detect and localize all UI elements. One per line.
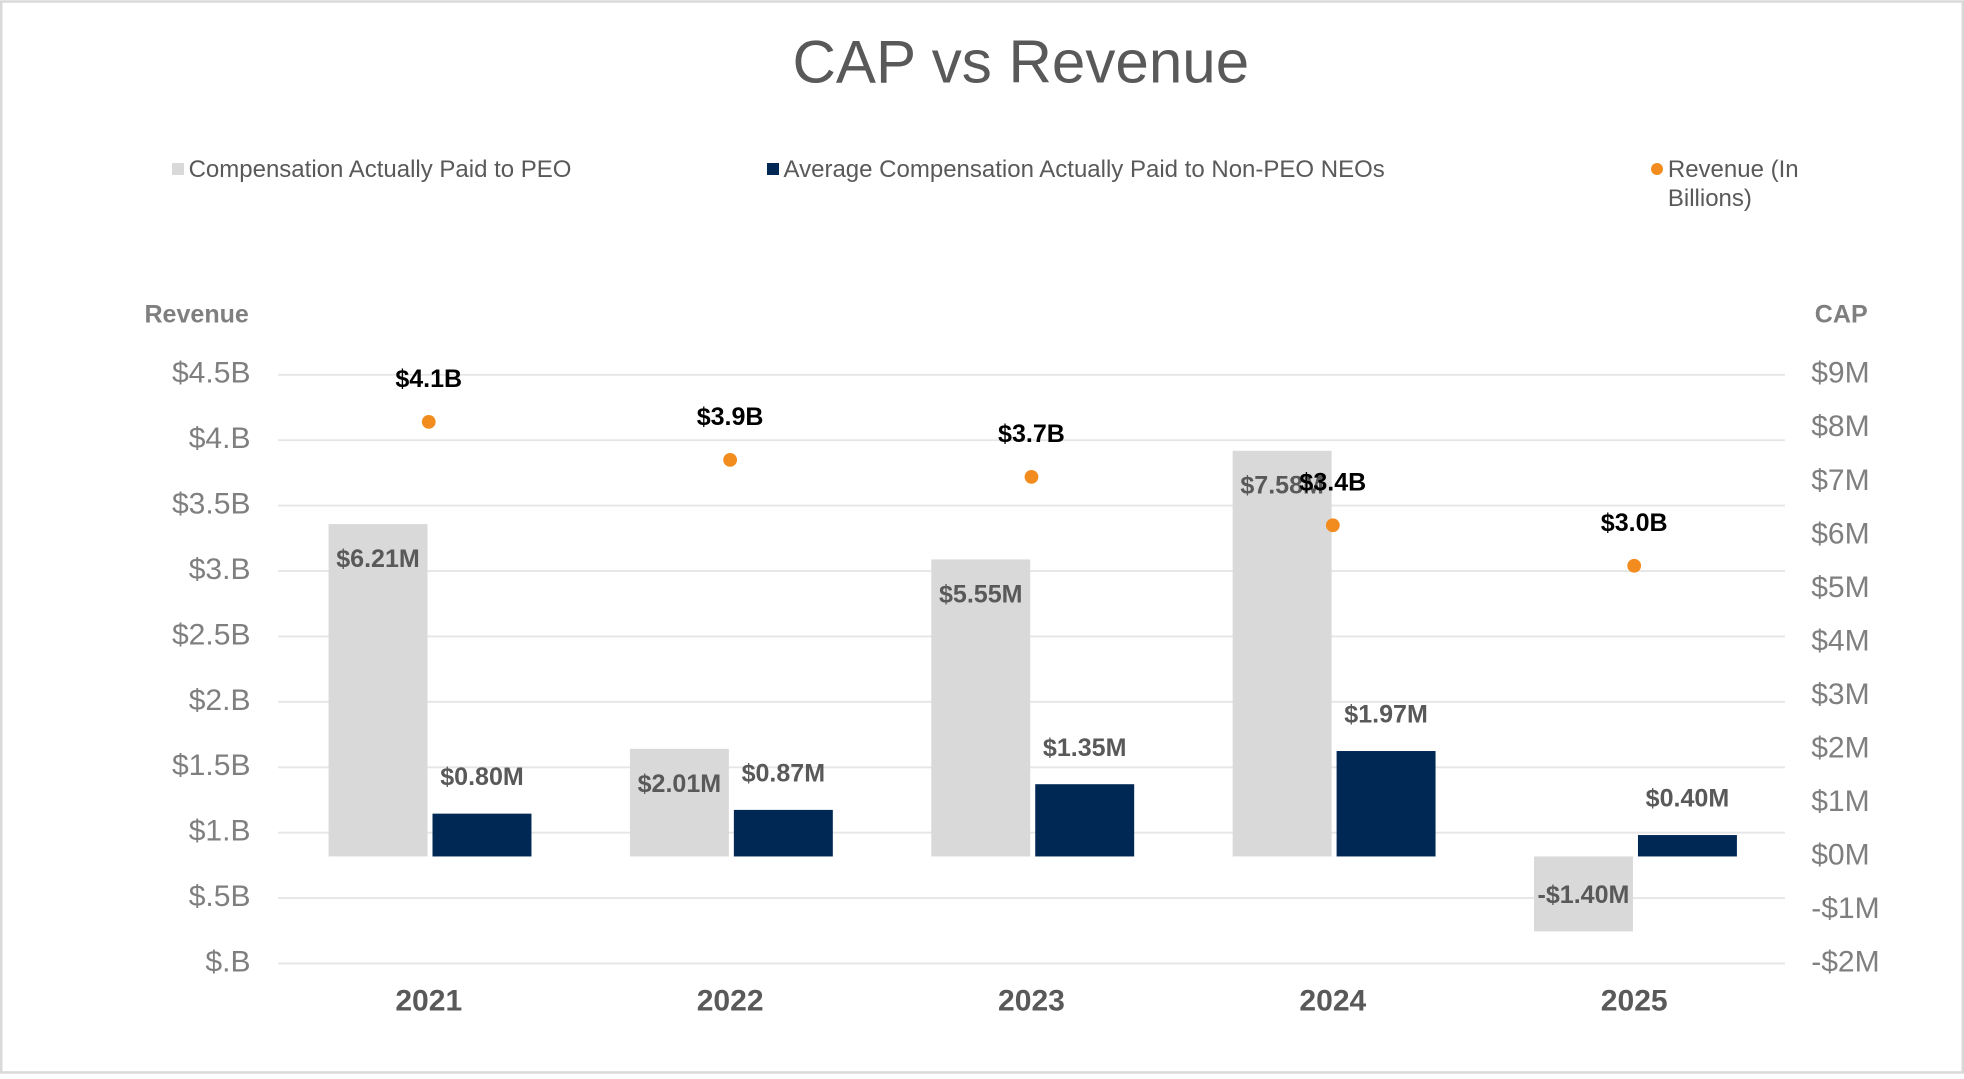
- y-tick-label: $3.5B: [172, 488, 251, 521]
- legend-item: Average Compensation Actually Paid to No…: [766, 155, 1385, 184]
- legend-label: Revenue (In Billions): [1667, 156, 1799, 213]
- data-label: $3.9B: [697, 403, 764, 431]
- data-label: $0.40M: [1646, 785, 1730, 813]
- y2-tick-label: $7M: [1811, 464, 1869, 497]
- data-label: $7.58M: [1240, 472, 1324, 500]
- data-label: -$1.40M: [1538, 881, 1630, 909]
- data-label: $1.97M: [1344, 701, 1428, 729]
- legend-swatch: [171, 163, 184, 176]
- legend-label: Compensation Actually Paid to PEO: [188, 156, 572, 184]
- y-tick-label: $4.B: [189, 422, 251, 455]
- y2-tick-label: -$2M: [1811, 945, 1879, 978]
- data-label: $6.21M: [336, 545, 420, 573]
- data-label: $0.80M: [440, 763, 524, 791]
- bar: [328, 524, 428, 857]
- bar: [432, 813, 532, 857]
- bar: [629, 748, 729, 857]
- y-tick-label: $.5B: [189, 880, 251, 913]
- y2-tick-label: $5M: [1811, 571, 1869, 604]
- bar: [1637, 835, 1737, 857]
- x-tick-label: 2023: [998, 984, 1065, 1017]
- revenue-point: [1325, 518, 1340, 533]
- bar: [931, 559, 1031, 857]
- bar: [1533, 856, 1633, 932]
- data-label: $3.4B: [1299, 469, 1366, 497]
- revenue-point: [1024, 469, 1039, 484]
- y2-tick-label: $3M: [1811, 678, 1869, 711]
- y2-tick-label: $1M: [1811, 785, 1869, 818]
- y-tick-label: $3.B: [189, 553, 251, 586]
- y2-tick-label: $4M: [1811, 624, 1869, 657]
- data-label: $3.7B: [998, 420, 1065, 448]
- data-label: $2.01M: [638, 770, 722, 798]
- legend-item: Compensation Actually Paid to PEO: [171, 155, 572, 184]
- x-tick-label: 2022: [697, 984, 764, 1017]
- y-tick-label: $2.5B: [172, 618, 251, 651]
- y2-tick-label: $6M: [1811, 517, 1869, 550]
- revenue-point: [421, 415, 436, 429]
- bar: [1035, 784, 1135, 857]
- revenue-point: [723, 452, 738, 467]
- x-tick-label: 2024: [1299, 984, 1366, 1017]
- data-label: $5.55M: [939, 580, 1023, 608]
- y-axis-title: Revenue: [144, 301, 248, 329]
- legend-swatch: [766, 163, 779, 176]
- x-tick-label: 2021: [395, 984, 462, 1017]
- x-tick-label: 2025: [1601, 984, 1668, 1017]
- y-tick-label: $.B: [205, 945, 250, 978]
- bar: [733, 809, 833, 857]
- y2-axis-title: CAP: [1815, 301, 1868, 329]
- data-label: $4.1B: [395, 365, 462, 393]
- bar: [1336, 751, 1436, 857]
- y2-tick-label: $8M: [1811, 410, 1869, 443]
- y2-tick-label: $9M: [1811, 357, 1869, 390]
- y-tick-label: $4.5B: [172, 357, 251, 390]
- data-label: $1.35M: [1043, 734, 1127, 762]
- y-tick-label: $1.B: [189, 815, 251, 848]
- y2-tick-label: -$1M: [1811, 892, 1879, 925]
- y2-tick-label: $0M: [1811, 838, 1869, 871]
- chart-title: CAP vs Revenue: [793, 29, 1250, 96]
- legend-item: Revenue (In Billions): [1650, 155, 1851, 213]
- bar: [1232, 450, 1332, 857]
- legend-label: Average Compensation Actually Paid to No…: [783, 156, 1385, 184]
- legend-swatch: [1650, 163, 1663, 176]
- y-tick-label: $2.B: [189, 684, 251, 717]
- revenue-point: [1627, 558, 1642, 573]
- data-label: $3.0B: [1601, 509, 1668, 537]
- y2-tick-label: $2M: [1811, 731, 1869, 764]
- y-tick-label: $1.5B: [172, 749, 251, 782]
- data-label: $0.87M: [742, 759, 826, 787]
